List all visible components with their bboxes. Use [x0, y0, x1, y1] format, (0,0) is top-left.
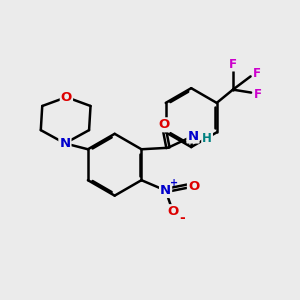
Text: O: O	[158, 118, 169, 131]
Text: O: O	[188, 180, 199, 193]
Text: F: F	[229, 58, 237, 70]
Text: N: N	[188, 130, 199, 142]
Text: O: O	[167, 205, 178, 218]
Text: F: F	[254, 88, 262, 101]
Text: -: -	[179, 211, 185, 225]
Text: N: N	[59, 137, 70, 150]
Text: O: O	[61, 91, 72, 103]
Text: N: N	[160, 184, 171, 197]
Text: H: H	[202, 132, 212, 145]
Text: F: F	[253, 67, 261, 80]
Text: +: +	[170, 178, 178, 188]
